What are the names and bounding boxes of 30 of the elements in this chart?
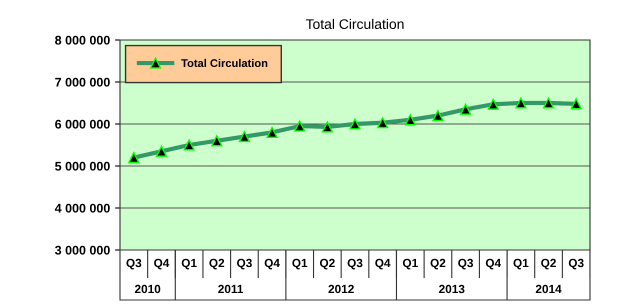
x-tick-label: Q4 bbox=[486, 258, 502, 270]
text: 2013 bbox=[439, 284, 464, 294]
x-tick-label: Q2 bbox=[209, 258, 224, 270]
chart-title: Total Circulation bbox=[306, 18, 404, 30]
x-tick-label: Q3 bbox=[568, 258, 584, 270]
x-tick-label: Q3 bbox=[126, 258, 142, 270]
text: 2014 bbox=[536, 284, 562, 294]
y-tick-label: 8 000 000 bbox=[55, 36, 110, 45]
legend-label: Total Circulation bbox=[181, 58, 268, 68]
x-tick-label: Q4 bbox=[154, 258, 170, 270]
y-tick-label: 4 000 000 bbox=[54, 204, 110, 213]
x-tick-label: Q3 bbox=[348, 258, 362, 270]
x-tick-label: Q3 bbox=[458, 258, 474, 270]
text: 2011 bbox=[218, 284, 244, 294]
y-tick-label: 3 000 000 bbox=[54, 246, 110, 255]
x-tick-label: Q4 bbox=[264, 258, 280, 270]
x-tick-label: Q1 bbox=[402, 258, 418, 270]
x-tick-label: Q1 bbox=[182, 258, 197, 270]
x-tick-label: Q3 bbox=[237, 258, 252, 270]
y-tick-label: 7 000 000 bbox=[55, 78, 110, 87]
x-tick-label: Q1 bbox=[513, 258, 528, 270]
x-tick-label: Q2 bbox=[541, 258, 556, 270]
y-tick-label: 6 000 000 bbox=[55, 120, 110, 129]
text: 2012 bbox=[328, 284, 354, 294]
text: 2010 bbox=[134, 284, 160, 294]
x-tick-label: Q2 bbox=[430, 258, 446, 270]
x-tick-label: Q2 bbox=[320, 258, 335, 270]
x-tick-label: Q1 bbox=[292, 258, 308, 270]
x-tick-label: Q4 bbox=[375, 258, 390, 270]
y-tick-label: 5 000 000 bbox=[55, 162, 110, 171]
